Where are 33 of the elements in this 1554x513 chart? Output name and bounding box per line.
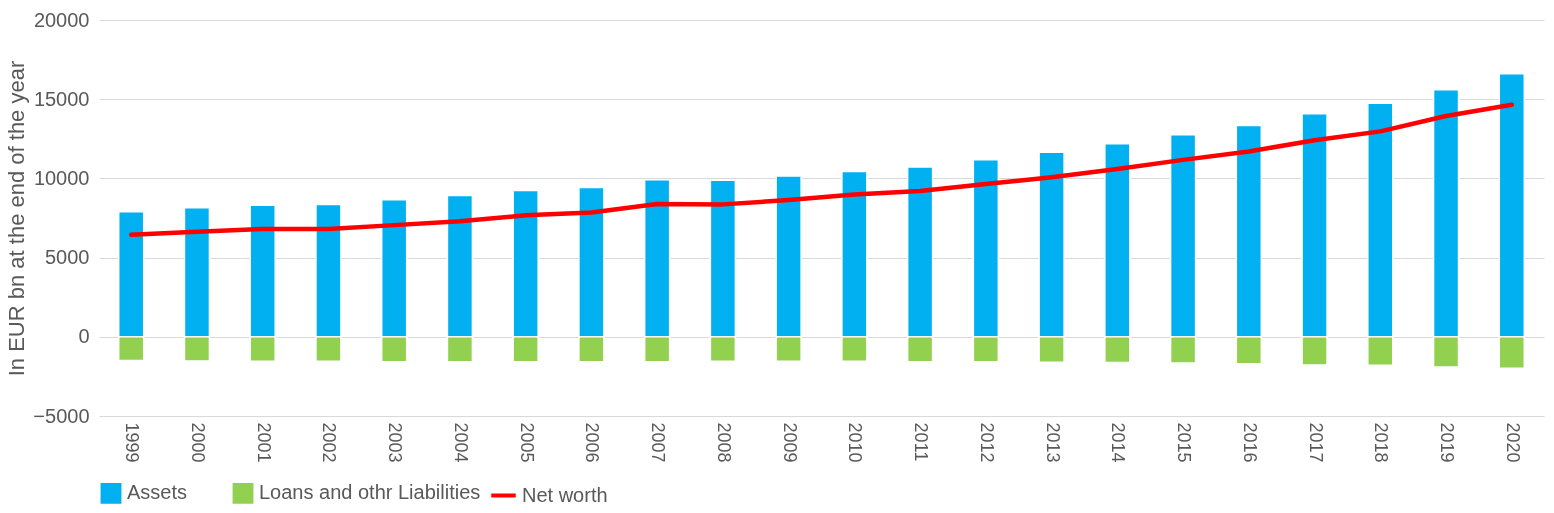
- x-tick-label: 2003: [385, 422, 406, 463]
- x-tick-label: 2012: [976, 422, 997, 463]
- x-tick-label: 2011: [911, 422, 932, 462]
- legend-label: Loans and othr Liabilities: [259, 481, 481, 504]
- x-tick-label: 2017: [1305, 422, 1326, 463]
- x-tick-label: 2015: [1174, 422, 1195, 463]
- x-tick-label: 2019: [1437, 422, 1458, 463]
- y-tick-label: 15000: [33, 87, 90, 110]
- x-tick-label: 2020: [1502, 422, 1523, 463]
- x-tick-label: 2004: [450, 422, 471, 463]
- line-series: [128, 102, 1515, 238]
- legend-label: Net worth: [522, 483, 608, 506]
- x-tick-label: 2016: [1239, 422, 1260, 463]
- x-tick-label: 2013: [1042, 422, 1063, 463]
- x-tick-label: 2008: [713, 422, 734, 463]
- x-tick-label: 2002: [319, 422, 340, 463]
- x-tick-label: 2014: [1108, 422, 1129, 463]
- x-tick-label: 2001: [253, 422, 274, 463]
- y-tick-label: 20000: [33, 8, 90, 31]
- legend-label: Assets: [127, 481, 188, 504]
- y-tick-label: 0: [78, 325, 90, 348]
- x-tick-label: 2009: [779, 422, 800, 463]
- y-tick-label: 5000: [45, 246, 90, 269]
- x-tick-label: 2005: [516, 422, 537, 463]
- x-tick-label: 1999: [122, 422, 143, 463]
- x-tick-label: 2018: [1371, 422, 1392, 463]
- x-tick-label: 2010: [845, 422, 866, 463]
- y-axis-title: In EUR bn at the end of the year: [4, 60, 30, 377]
- y-tick-label: 10000: [33, 166, 90, 189]
- x-tick-label: 2000: [187, 422, 208, 463]
- x-tick-label: 2007: [648, 422, 669, 463]
- x-tick-label: 2006: [582, 422, 603, 463]
- y-tick-label: −5000: [33, 404, 90, 427]
